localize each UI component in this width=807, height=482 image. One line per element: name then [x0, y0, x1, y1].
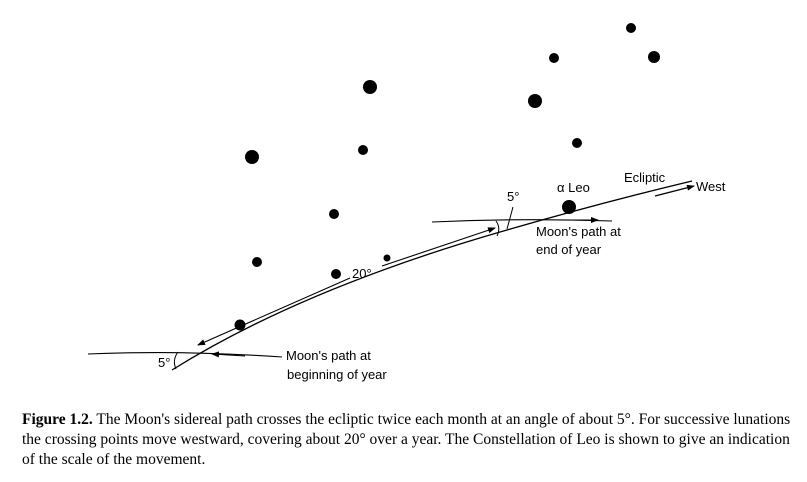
movement-arrow-right — [381, 227, 496, 267]
figure-label: Figure 1.2. — [22, 411, 93, 428]
star — [331, 269, 341, 279]
movement-label: 20° — [352, 266, 372, 281]
star — [358, 145, 368, 155]
angle-label-left: 5° — [158, 355, 170, 370]
movement-arrow-left — [197, 277, 351, 346]
star — [363, 80, 377, 94]
west-arrow — [654, 184, 695, 197]
ecliptic-line — [171, 180, 693, 371]
west-label: West — [696, 179, 726, 194]
angle-arc-right — [495, 220, 500, 237]
path-begin-label-line1: Moon's path at — [286, 348, 371, 363]
moon-path-begin-arrow — [211, 351, 246, 358]
star — [528, 94, 542, 108]
path-end-label-line1: Moon's path at — [536, 224, 621, 239]
star — [245, 150, 259, 164]
star — [626, 23, 636, 33]
moon-path-begin — [87, 351, 283, 358]
star — [252, 257, 262, 267]
ecliptic-label: Ecliptic — [624, 170, 666, 185]
angle-pointer-right — [506, 206, 514, 230]
star — [383, 254, 391, 262]
star — [329, 209, 339, 219]
star — [648, 51, 660, 63]
star — [572, 138, 582, 148]
angle-arc-left — [173, 351, 179, 370]
alpha-leo-label: α Leo — [557, 180, 590, 195]
leo-stars — [234, 23, 660, 331]
path-begin-label-line2: beginning of year — [287, 367, 387, 382]
leo-ecliptic-diagram: α Leo Ecliptic West 5° 5° 20° Moon's pat… — [87, 23, 726, 382]
angle-label-right: 5° — [507, 189, 519, 204]
figure-caption: Figure 1.2. The Moon's sidereal path cro… — [22, 410, 802, 470]
path-end-label-line2: end of year — [536, 242, 602, 257]
caption-text: The Moon's sidereal path crosses the ecl… — [22, 411, 791, 468]
star — [549, 53, 559, 63]
alpha-leo-star — [562, 200, 576, 214]
